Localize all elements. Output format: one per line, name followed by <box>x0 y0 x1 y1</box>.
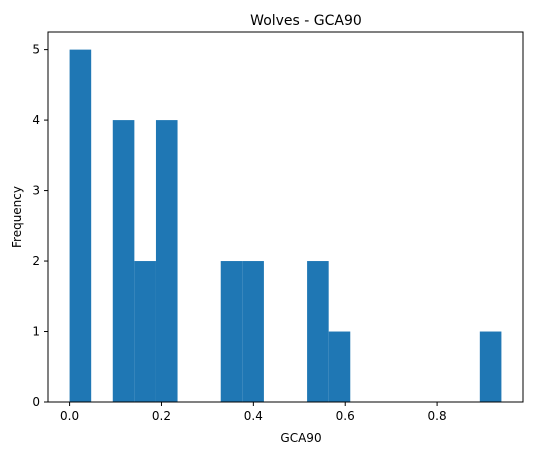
histogram-bar <box>69 49 92 402</box>
histogram-bar <box>112 120 135 402</box>
y-tick-label: 0 <box>32 395 40 409</box>
histogram-bar <box>220 261 243 402</box>
y-tick-label: 4 <box>32 113 40 127</box>
chart-title: Wolves - GCA90 <box>250 13 362 29</box>
y-tick-label: 5 <box>32 43 40 57</box>
y-tick-label: 1 <box>32 325 40 339</box>
histogram-bar <box>328 331 351 402</box>
y-axis-ticks: 0 1 2 3 4 5 <box>32 43 48 409</box>
y-tick-label: 3 <box>32 184 40 198</box>
histogram-bar <box>155 120 178 402</box>
histogram-bar <box>242 261 264 402</box>
x-tick-label: 0.4 <box>244 409 263 423</box>
x-tick-label: 0.8 <box>428 409 447 423</box>
x-tick-label: 0.6 <box>336 409 355 423</box>
y-axis-label: Frequency <box>10 186 24 248</box>
x-tick-label: 0.2 <box>152 409 171 423</box>
histogram-bar <box>307 261 329 402</box>
histogram-bar <box>479 331 502 402</box>
x-axis-label: GCA90 <box>280 431 321 445</box>
x-axis-ticks: 0.0 0.2 0.4 0.6 0.8 <box>60 402 447 423</box>
x-tick-label: 0.0 <box>60 409 79 423</box>
y-tick-label: 2 <box>32 254 40 268</box>
histogram-bars <box>69 49 502 402</box>
histogram-bar <box>134 261 156 402</box>
plot-frame <box>47 31 524 403</box>
